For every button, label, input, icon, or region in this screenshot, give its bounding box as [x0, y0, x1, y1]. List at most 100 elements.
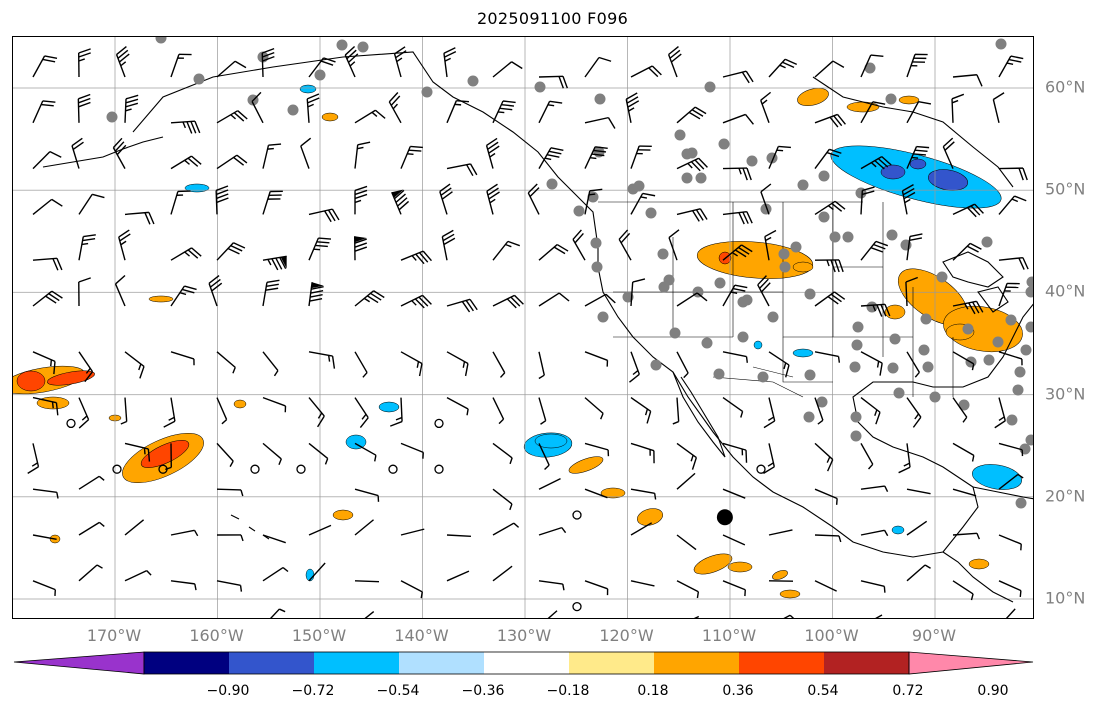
station-dot: [864, 62, 876, 74]
station-dot: [958, 399, 970, 411]
state-border: [712, 376, 804, 398]
wind-barb: [32, 534, 57, 540]
wind-barb: [114, 275, 126, 307]
wind-barb: [446, 163, 478, 177]
wind-barb: [906, 397, 922, 428]
wind-barb: [768, 58, 798, 78]
gridlines: [13, 37, 1033, 618]
wind-barb: [78, 475, 105, 490]
colorbar-tick-label: −0.18: [546, 683, 590, 699]
wind-barb: [32, 150, 62, 170]
coastline: [42, 136, 164, 168]
wind-barb: [165, 443, 172, 471]
wind-barb: [630, 278, 646, 307]
station-dot: [1025, 321, 1033, 333]
calm-circle: [250, 464, 260, 474]
shaded-region: [47, 370, 95, 386]
wind-barb: [992, 92, 1005, 123]
wind-barb: [306, 93, 320, 123]
wind-barb: [860, 485, 889, 493]
wind-barb: [998, 442, 1024, 457]
colorbar-tick-label: −0.54: [376, 683, 420, 699]
wind-barb: [32, 290, 63, 307]
wind-barb: [354, 442, 377, 462]
station-dot: [818, 211, 830, 223]
wind-barb: [170, 285, 197, 307]
calm-circle: [388, 464, 398, 474]
wind-barb: [906, 488, 931, 495]
station-dot: [778, 248, 790, 260]
shaded-region: [779, 589, 801, 599]
wind-barb: [860, 529, 889, 537]
wind-barb: [538, 100, 563, 124]
station-dot: [106, 111, 118, 123]
station-dot: [681, 172, 693, 184]
station-dot: [852, 321, 864, 333]
wind-barb: [308, 442, 329, 465]
station-dot: [1014, 366, 1026, 378]
wind-barb: [32, 55, 58, 78]
shaded-region: [727, 561, 753, 573]
storm-center-marker: [716, 509, 733, 526]
station-dot: [1025, 286, 1033, 298]
wind-barb: [906, 145, 930, 169]
shaded-region: [568, 456, 604, 474]
wind-barb: [898, 443, 911, 474]
wind-barb: [722, 488, 746, 499]
station-dot: [645, 207, 657, 219]
wind-barb: [814, 534, 842, 543]
wind-barb: [300, 137, 312, 169]
wind-barb: [32, 580, 57, 597]
wind-barb: [676, 442, 698, 470]
wind-barb: [860, 156, 892, 170]
wind-barb: [584, 188, 603, 215]
wind-barb: [668, 229, 680, 261]
wind-barb: [400, 580, 423, 599]
wind-barb: [112, 137, 127, 169]
wind-barb: [994, 397, 1006, 429]
wind-barb: [860, 303, 891, 317]
longitude-label: 140°W: [394, 626, 449, 645]
colorbar-tick-label: 0.18: [637, 683, 669, 699]
wind-barb: [722, 244, 753, 261]
station-dot: [669, 327, 681, 339]
wind-barb: [492, 442, 513, 465]
wind-barb: [400, 294, 432, 309]
station-dot: [1005, 314, 1017, 326]
wind-barb: [262, 351, 279, 377]
longitude-label: 120°W: [599, 626, 654, 645]
wind-barb: [538, 443, 550, 471]
coastline: [942, 551, 1014, 603]
field-shading: [13, 84, 1023, 599]
wind-barb: [814, 488, 838, 505]
wind-barb: [998, 534, 1022, 551]
wind-barb: [492, 100, 516, 124]
station-dot: [767, 311, 779, 323]
state-border: [733, 291, 833, 338]
station-dot: [866, 301, 878, 313]
wind-barb: [170, 351, 195, 366]
wind-barb: [538, 397, 547, 425]
wind-barb: [814, 397, 824, 425]
station-dot: [714, 277, 726, 289]
colorbar-tick-label: 0.72: [892, 683, 924, 699]
station-dots: [106, 37, 1033, 509]
wind-barb: [344, 46, 359, 78]
wind-barb: [676, 615, 700, 618]
coastline: [132, 51, 944, 558]
shaded-region: [880, 164, 906, 180]
colorbar-extend-max: [908, 651, 1034, 675]
colorbar-segment: [229, 652, 314, 674]
wind-barb: [163, 397, 176, 428]
latitude-label: 10°N: [1045, 588, 1086, 608]
station-dot: [992, 336, 1004, 348]
wind-barb: [400, 145, 423, 169]
shaded-region: [233, 399, 247, 409]
calm-circle: [296, 464, 306, 474]
wind-barb: [492, 488, 513, 511]
shaded-region: [148, 295, 174, 303]
station-dot: [850, 430, 862, 442]
wind-barb: [262, 608, 286, 618]
wind-barb: [216, 60, 247, 78]
wind-barb: [170, 247, 202, 261]
